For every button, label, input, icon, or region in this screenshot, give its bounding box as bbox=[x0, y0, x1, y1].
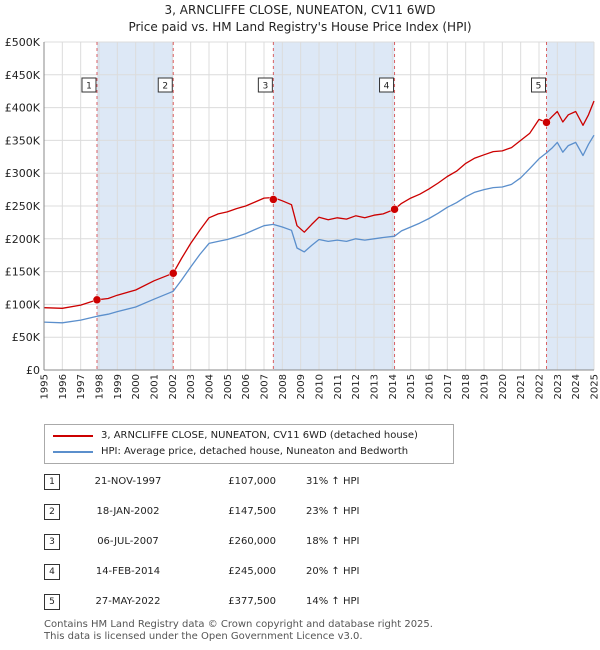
y-tick-label: £500K bbox=[5, 36, 41, 49]
transaction-price: £377,500 bbox=[228, 596, 276, 607]
footer-note: Contains HM Land Registry data © Crown c… bbox=[44, 619, 433, 643]
x-tick-label: 2016 bbox=[425, 374, 436, 399]
x-tick-label: 2019 bbox=[480, 374, 491, 399]
transaction-number: 5 bbox=[44, 594, 60, 610]
x-tick-label: 1997 bbox=[76, 374, 87, 399]
x-tick-label: 2021 bbox=[516, 374, 527, 399]
transaction-date: 27-MAY-2022 bbox=[95, 596, 161, 607]
x-tick-label: 1996 bbox=[58, 374, 69, 399]
transaction-hpi-change: 20% ↑ HPI bbox=[306, 566, 360, 577]
sale-point bbox=[269, 195, 278, 204]
sale-marker-box bbox=[531, 77, 547, 93]
x-tick-label: 2017 bbox=[443, 374, 454, 399]
footer-copyright: Contains HM Land Registry data © Crown c… bbox=[44, 619, 433, 630]
x-tick-label: 2015 bbox=[406, 374, 417, 399]
x-tick-label: 2012 bbox=[351, 374, 362, 399]
y-tick-label: £150K bbox=[5, 266, 41, 279]
x-tick-label: 2011 bbox=[333, 374, 344, 399]
x-tick-label: 2009 bbox=[296, 374, 307, 399]
x-tick-label: 2002 bbox=[168, 374, 179, 399]
x-tick-label: 2003 bbox=[186, 374, 197, 399]
sale-marker-label: 2 bbox=[162, 82, 168, 92]
transaction-price: £147,500 bbox=[228, 506, 276, 517]
y-tick-label: £450K bbox=[5, 69, 41, 82]
transaction-hpi-change: 18% ↑ HPI bbox=[306, 536, 360, 547]
series-line-hpi bbox=[43, 134, 595, 324]
x-tick-label: 2005 bbox=[223, 374, 234, 399]
x-tick-label: 2018 bbox=[461, 374, 472, 399]
legend-label-property: 3, ARNCLIFFE CLOSE, NUNEATON, CV11 6WD (… bbox=[101, 430, 418, 441]
transaction-date: 14-FEB-2014 bbox=[95, 566, 161, 577]
x-tick-label: 1995 bbox=[40, 374, 51, 399]
sale-marker-label: 3 bbox=[262, 82, 268, 92]
transaction-number: 3 bbox=[44, 534, 60, 550]
sale-point bbox=[92, 295, 102, 305]
transaction-price: £260,000 bbox=[228, 536, 276, 547]
x-tick-label: 2010 bbox=[315, 374, 326, 399]
y-tick-label: £50K bbox=[12, 331, 41, 344]
x-tick-label: 2020 bbox=[498, 374, 509, 399]
series-line-property bbox=[43, 100, 595, 309]
x-tick-label: 2006 bbox=[241, 374, 252, 399]
x-tick-label: 2014 bbox=[388, 374, 399, 399]
transaction-hpi-change: 23% ↑ HPI bbox=[306, 506, 360, 517]
legend-swatch-hpi bbox=[53, 451, 93, 453]
x-tick-label: 2023 bbox=[553, 374, 564, 399]
chart-title: 3, ARNCLIFFE CLOSE, NUNEATON, CV11 6WD P… bbox=[0, 2, 600, 36]
y-tick-label: £100K bbox=[5, 298, 41, 311]
transaction-price: £245,000 bbox=[228, 566, 276, 577]
y-tick-label: £0 bbox=[26, 364, 40, 377]
y-tick-label: £400K bbox=[5, 102, 41, 115]
x-tick-label: 2004 bbox=[205, 374, 216, 399]
sale-marker-box bbox=[81, 77, 97, 93]
transaction-number: 2 bbox=[44, 504, 60, 520]
transaction-number: 1 bbox=[44, 474, 60, 490]
sale-marker-box bbox=[257, 77, 273, 93]
transaction-date: 21-NOV-1997 bbox=[94, 476, 162, 487]
y-tick-label: £350K bbox=[5, 134, 41, 147]
x-tick-label: 1998 bbox=[95, 374, 106, 399]
footer-licence: This data is licensed under the Open Gov… bbox=[44, 631, 363, 642]
sale-marker-label: 4 bbox=[384, 82, 390, 92]
x-tick-label: 2008 bbox=[278, 374, 289, 399]
x-tick-label: 2001 bbox=[150, 374, 161, 399]
legend: 3, ARNCLIFFE CLOSE, NUNEATON, CV11 6WD (… bbox=[44, 424, 454, 464]
transaction-number: 4 bbox=[44, 564, 60, 580]
sale-marker-box bbox=[379, 77, 395, 93]
chart-title-address: 3, ARNCLIFFE CLOSE, NUNEATON, CV11 6WD bbox=[164, 3, 436, 17]
x-tick-label: 2024 bbox=[571, 374, 582, 399]
y-tick-label: £200K bbox=[5, 233, 41, 246]
sale-point bbox=[542, 118, 551, 127]
sale-point bbox=[169, 268, 178, 278]
sale-marker-label: 1 bbox=[86, 82, 92, 92]
x-tick-label: 2000 bbox=[131, 374, 142, 399]
transaction-hpi-change: 14% ↑ HPI bbox=[306, 596, 360, 607]
y-tick-label: £250K bbox=[5, 200, 41, 213]
price-chart: 1 2 3 4 5 £0 £50K £100K £150K £200K £250K £300K £35… bbox=[5, 36, 600, 399]
x-tick-label: 2022 bbox=[535, 374, 546, 399]
y-tick-label: £300K bbox=[5, 167, 41, 180]
x-tick-label: 2025 bbox=[590, 374, 600, 399]
transaction-price: £107,000 bbox=[228, 476, 276, 487]
sale-marker-label: 5 bbox=[536, 82, 542, 92]
legend-label-hpi: HPI: Average price, detached house, Nune… bbox=[101, 446, 409, 457]
x-tick-label: 1999 bbox=[113, 374, 124, 399]
transaction-date: 18-JAN-2002 bbox=[96, 506, 160, 517]
chart-title-subtitle: Price paid vs. HM Land Registry's House … bbox=[128, 20, 472, 34]
transaction-hpi-change: 31% ↑ HPI bbox=[306, 476, 360, 487]
transaction-date: 06-JUL-2007 bbox=[97, 536, 159, 547]
x-tick-label: 2013 bbox=[370, 374, 381, 399]
legend-swatch-property bbox=[53, 435, 93, 437]
x-tick-label: 2007 bbox=[260, 374, 271, 399]
sale-marker-box bbox=[157, 77, 173, 93]
sale-point bbox=[390, 205, 399, 214]
